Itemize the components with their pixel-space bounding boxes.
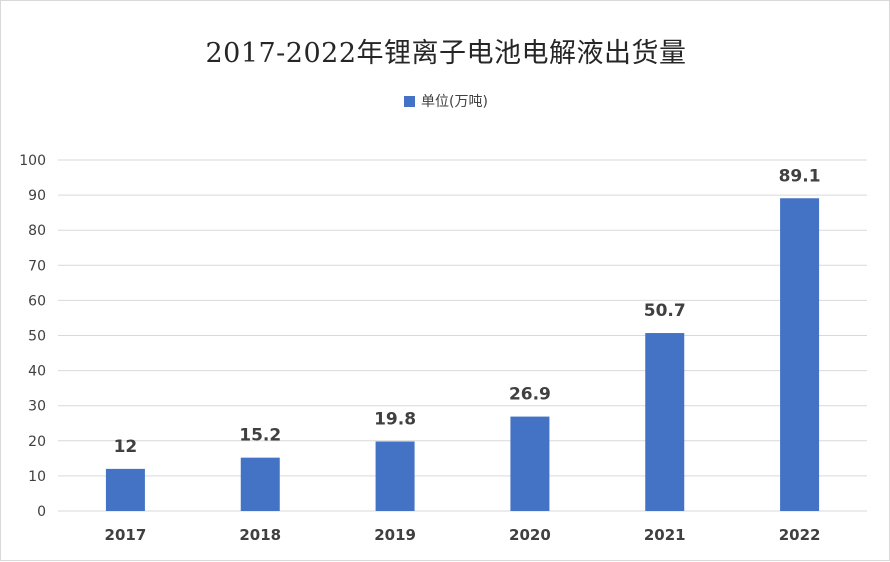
y-tick-label: 20 xyxy=(28,434,46,450)
chart-title: 2017-2022年锂离子电池电解液出货量 xyxy=(205,38,687,69)
data-label: 26.9 xyxy=(509,385,551,405)
y-tick-label: 0 xyxy=(37,504,46,520)
x-tick-label: 2020 xyxy=(509,526,551,544)
x-tick-label: 2017 xyxy=(105,526,147,544)
y-tick-label: 50 xyxy=(28,329,46,345)
x-tick-label: 2018 xyxy=(239,526,281,544)
y-tick-label: 70 xyxy=(28,258,46,274)
x-tick-label: 2022 xyxy=(779,526,821,544)
legend-label: 单位(万吨) xyxy=(421,94,488,110)
y-tick-label: 80 xyxy=(28,223,46,239)
data-label: 50.7 xyxy=(644,301,686,321)
data-label: 15.2 xyxy=(239,426,281,446)
y-tick-label: 10 xyxy=(28,469,46,485)
y-tick-label: 100 xyxy=(19,153,46,169)
x-tick-label: 2019 xyxy=(374,526,416,544)
y-tick-label: 60 xyxy=(28,293,46,309)
data-label: 19.8 xyxy=(374,410,416,430)
bar xyxy=(780,198,820,511)
legend-swatch xyxy=(404,95,416,107)
bar xyxy=(645,333,685,511)
bar xyxy=(240,457,280,511)
y-tick-label: 90 xyxy=(28,188,46,204)
bar xyxy=(510,416,550,511)
data-label: 12 xyxy=(114,437,138,457)
chart-legend: 单位(万吨) xyxy=(1,91,890,111)
y-tick-label: 40 xyxy=(28,364,46,380)
y-tick-label: 30 xyxy=(28,399,46,415)
bar xyxy=(375,441,415,511)
x-tick-label: 2021 xyxy=(644,526,686,544)
bar xyxy=(105,468,145,511)
data-label: 89.1 xyxy=(779,166,821,186)
